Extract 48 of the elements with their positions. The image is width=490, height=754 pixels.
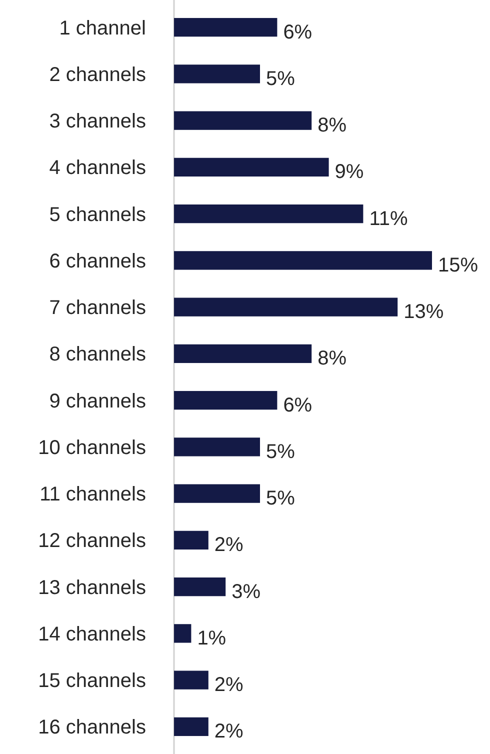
data-label: 6%: [283, 394, 312, 416]
bar: [174, 204, 364, 224]
bar: [174, 111, 312, 130]
data-label: 11%: [369, 208, 408, 230]
y-tick-label: 2 channels: [49, 64, 146, 86]
y-tick-label: 4 channels: [49, 157, 146, 180]
bar: [174, 344, 312, 364]
bar: [174, 158, 329, 177]
bar: [174, 717, 208, 736]
y-tick-label: 12 channels: [38, 530, 146, 552]
y-tick-label: 9 channels: [49, 390, 146, 412]
data-label: 5%: [266, 488, 296, 510]
bar: [174, 251, 432, 270]
data-label: 1%: [197, 627, 226, 650]
data-label: 8%: [318, 348, 347, 370]
bar: [174, 18, 278, 37]
y-tick-label: 1 channel: [59, 17, 146, 40]
bar: [174, 577, 226, 596]
y-tick-label: 14 channels: [38, 623, 146, 646]
y-tick-label: 15 channels: [38, 670, 146, 692]
bar: [174, 624, 192, 643]
y-tick-label: 6 channels: [49, 250, 146, 272]
data-label: 8%: [318, 114, 347, 137]
y-tick-label: 16 channels: [38, 716, 146, 739]
bar: [174, 298, 398, 316]
y-tick-label: 13 channels: [38, 576, 146, 599]
data-label: 15%: [438, 254, 478, 276]
data-label: 3%: [232, 580, 261, 603]
bar: [174, 390, 278, 410]
bar: [174, 438, 260, 456]
bar: [174, 530, 208, 550]
y-tick-label: 8 channels: [49, 344, 146, 366]
data-label: 5%: [266, 440, 296, 463]
data-label: 9%: [334, 161, 364, 184]
y-tick-label: 10 channels: [38, 436, 146, 459]
y-tick-label: 11 channels: [40, 484, 146, 506]
data-label: 5%: [266, 68, 296, 90]
bar: [174, 670, 208, 690]
bar: [174, 484, 260, 503]
bar: [174, 64, 260, 84]
data-label: 6%: [283, 21, 312, 44]
y-tick-label: 5 channels: [49, 204, 146, 226]
data-label: 2%: [214, 674, 244, 696]
y-tick-label: 7 channels: [49, 297, 146, 320]
y-tick-label: 3 channels: [49, 110, 146, 133]
data-label: 2%: [214, 720, 244, 743]
data-label: 13%: [404, 301, 444, 324]
data-label: 2%: [214, 534, 244, 556]
